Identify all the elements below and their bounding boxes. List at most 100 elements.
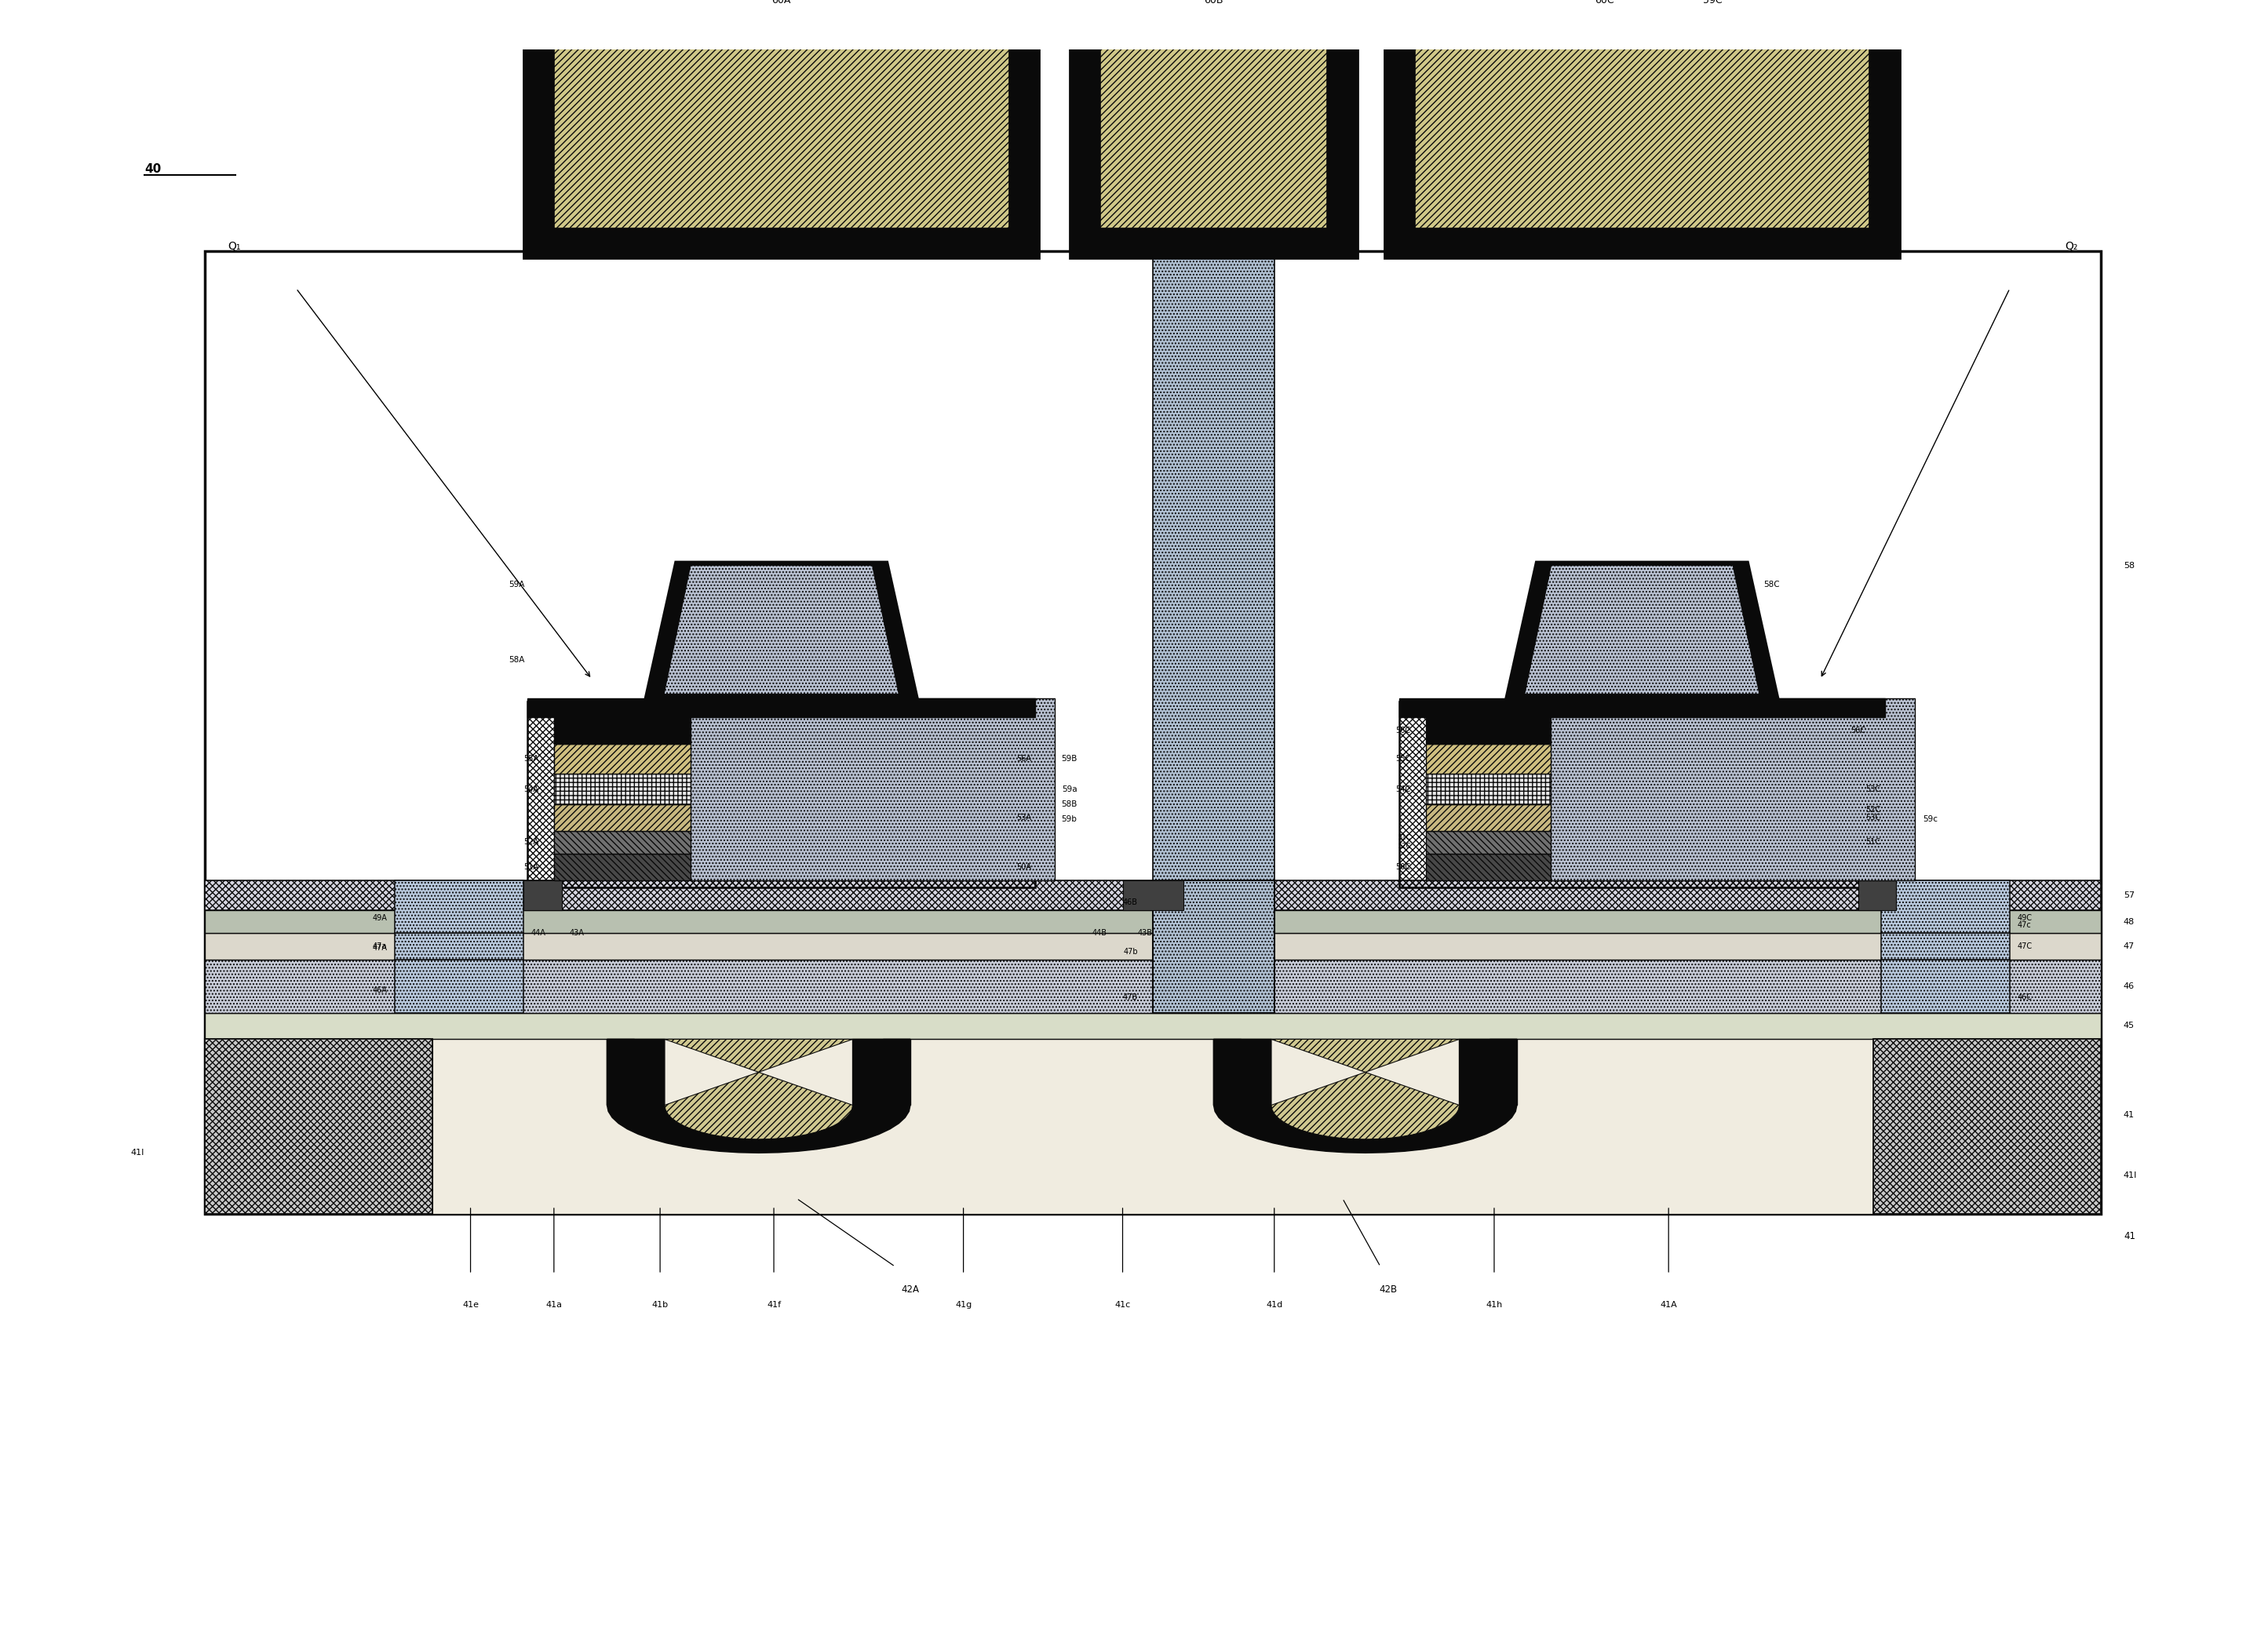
Polygon shape [1213,1039,1517,1153]
Text: 41f: 41f [767,1301,780,1309]
Bar [204,1013,2100,1039]
Bar [1427,805,1857,831]
Bar [882,1039,909,1106]
Text: 59B: 59B [1061,754,1077,762]
Text: 40: 40 [145,164,161,175]
Text: 41: 41 [2123,1111,2134,1119]
Bar [204,1039,2100,1214]
Polygon shape [665,1039,853,1139]
Bar [1383,16,1901,258]
Text: 56A: 56A [1016,754,1032,762]
Bar [1070,16,1359,258]
Text: 42B: 42B [1379,1284,1397,1294]
Text: 41: 41 [2123,1232,2134,1242]
Polygon shape [1272,1039,1458,1139]
Bar [1857,880,1896,910]
Text: 55C: 55C [1395,754,1411,762]
Bar [1399,699,1885,717]
Bar [1873,1039,2100,1214]
Text: 51A: 51A [524,862,540,870]
Text: 46B: 46B [1123,898,1139,906]
Text: 47c: 47c [2016,921,2032,929]
Bar [1880,880,2009,933]
Bar [689,699,1055,880]
Text: 59b: 59b [1061,815,1077,823]
Text: 60C: 60C [1594,0,1615,5]
Text: 58A: 58A [508,656,524,664]
Bar [524,880,562,910]
Text: 41c: 41c [1114,1301,1129,1309]
Text: 53C: 53C [1867,785,1880,793]
Text: 41g: 41g [955,1301,971,1309]
Text: 41a: 41a [547,1301,562,1309]
Text: 60B: 60B [1204,0,1222,5]
Bar [204,933,2100,960]
Text: 52A: 52A [524,838,540,846]
Text: 59a: 59a [1061,785,1077,793]
Bar [553,717,1009,743]
Bar [204,1039,433,1214]
Bar [553,805,1009,831]
Bar [553,743,1009,774]
Text: 54C: 54C [1395,785,1411,793]
Bar [1427,854,1857,880]
Text: 41e: 41e [463,1301,479,1309]
Text: 44A: 44A [531,929,547,937]
Bar [1880,960,2009,1013]
Text: 56C: 56C [1395,726,1411,735]
Polygon shape [1524,566,1760,694]
Bar [433,1039,1873,1214]
Polygon shape [1506,561,1778,699]
Text: 43B: 43B [1139,929,1152,937]
Text: 47b: 47b [1123,949,1139,955]
Polygon shape [608,1039,909,1153]
Bar [395,880,524,933]
Text: 48: 48 [2123,918,2134,926]
Text: 41b: 41b [651,1301,669,1309]
Polygon shape [665,566,898,694]
Bar [1100,46,1327,227]
Text: 59A: 59A [508,581,524,589]
Text: 53C: 53C [1867,813,1880,821]
Bar [1427,717,1857,743]
Bar [1213,1039,1241,1106]
Text: 47: 47 [2123,942,2134,951]
Text: 47a: 47a [372,942,388,951]
Bar [1490,1039,1517,1106]
Text: 60A: 60A [771,0,792,5]
Bar [553,774,1009,805]
Text: 47A: 47A [372,944,388,952]
Bar [1427,743,1857,774]
Bar [1551,699,1914,880]
Bar [1427,774,1857,805]
Text: 59C: 59C [1703,0,1721,5]
Bar [1152,250,1275,880]
Text: 58C: 58C [1762,581,1780,589]
Text: 46A: 46A [372,987,388,993]
Text: 50A: 50A [1016,862,1032,870]
Text: 47B: 47B [1123,993,1139,1001]
Bar [528,702,1036,888]
Text: 49C: 49C [2016,915,2032,921]
Bar [524,16,1039,258]
Text: 58: 58 [2123,561,2134,569]
Text: 41d: 41d [1266,1301,1284,1309]
Text: 52C: 52C [1867,807,1880,813]
Bar [553,46,1009,227]
Text: 57: 57 [2123,892,2134,900]
Text: Q₁: Q₁ [227,240,240,252]
Text: 43A: 43A [569,929,583,937]
Text: 54A: 54A [524,785,540,793]
Text: 58B: 58B [1061,800,1077,808]
Bar [528,699,1036,717]
Bar [608,1039,635,1106]
Text: 45: 45 [2123,1023,2134,1029]
Text: 44B: 44B [1093,929,1107,937]
Text: 49A: 49A [372,915,388,921]
Text: 56C: 56C [1851,726,1867,735]
Bar [204,910,2100,933]
Bar [553,854,1009,880]
Bar [204,960,2100,1013]
Bar [395,933,524,960]
Bar [395,960,524,1013]
